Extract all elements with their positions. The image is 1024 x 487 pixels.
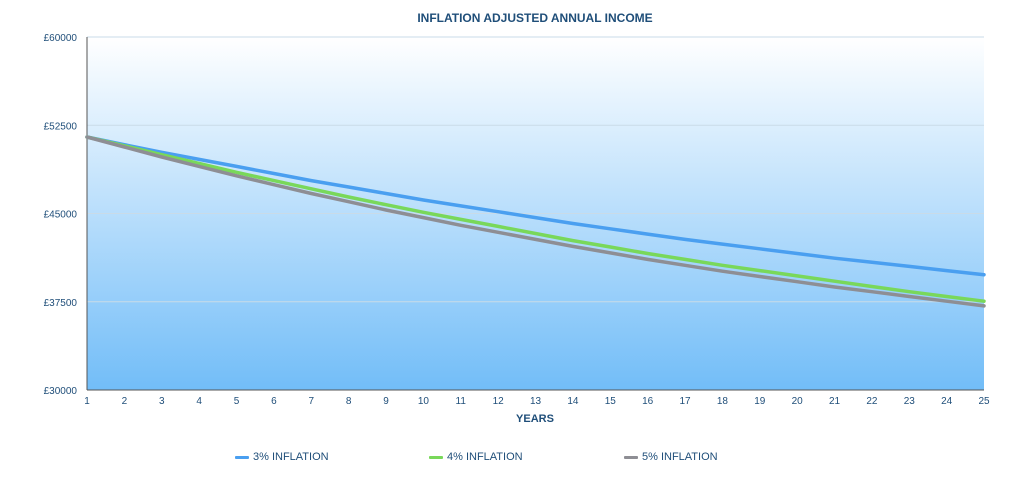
grid-lines — [87, 36, 984, 303]
x-tick-label: 20 — [792, 396, 804, 407]
x-tick-label: 21 — [829, 396, 841, 407]
legend-label-4pct: 4% INFLATION — [447, 451, 523, 463]
series-lines — [85, 135, 986, 308]
series-line-5pct — [85, 135, 986, 308]
x-tick-label: 17 — [679, 396, 691, 407]
x-tick-label: 18 — [717, 396, 729, 407]
x-tick-label: 7 — [308, 396, 314, 407]
legend: 3% INFLATION 4% INFLATION 5% INFLATION — [0, 449, 1024, 465]
x-tick-label: 15 — [605, 396, 617, 407]
y-tick-label: £60000 — [44, 33, 78, 44]
y-tick-label: £30000 — [44, 386, 78, 397]
x-tick-label: 22 — [866, 396, 878, 407]
x-tick-label: 4 — [196, 396, 202, 407]
x-tick-label: 14 — [567, 396, 579, 407]
x-tick-label: 25 — [978, 396, 990, 407]
y-tick-labels: £30000 £37500 £45000 £52500 £60000 — [44, 33, 78, 397]
x-tick-label: 12 — [493, 396, 505, 407]
x-tick-label: 6 — [271, 396, 277, 407]
series-line-3pct — [85, 135, 986, 277]
x-tick-labels: 1 2 3 4 5 6 7 8 9 10 11 12 13 14 15 16 17 18 19 20 21 22 23 24 2… — [84, 396, 990, 407]
legend-item-3pct: 3% INFLATION — [235, 449, 329, 465]
x-axis-label: YEARS — [516, 413, 554, 425]
x-tick-label: 5 — [234, 396, 240, 407]
x-tick-label: 19 — [754, 396, 766, 407]
legend-label-5pct: 5% INFLATION — [642, 451, 718, 463]
y-tick-label: £52500 — [44, 121, 78, 132]
chart-title: INFLATION ADJUSTED ANNUAL INCOME — [417, 11, 652, 25]
x-tick-label: 2 — [122, 396, 128, 407]
x-tick-label: 24 — [941, 396, 953, 407]
legend-swatch-4pct — [429, 455, 443, 459]
x-tick-label: 1 — [84, 396, 90, 407]
x-tick-label: 3 — [159, 396, 165, 407]
x-tick-label: 9 — [383, 396, 389, 407]
legend-label-3pct: 3% INFLATION — [253, 451, 329, 463]
legend-swatch-5pct — [624, 455, 638, 459]
x-tick-label: 8 — [346, 396, 352, 407]
x-tick-label: 23 — [904, 396, 916, 407]
x-tick-label: 13 — [530, 396, 542, 407]
x-tick-label: 11 — [456, 396, 467, 407]
legend-swatch-3pct — [235, 455, 249, 459]
legend-item-5pct: 5% INFLATION — [624, 449, 718, 465]
x-tick-label: 16 — [642, 396, 654, 407]
legend-item-4pct: 4% INFLATION — [429, 449, 523, 465]
series-line-4pct — [85, 135, 986, 303]
x-tick-label: 10 — [418, 396, 430, 407]
y-tick-label: £37500 — [44, 298, 78, 309]
y-tick-label: £45000 — [44, 210, 78, 221]
